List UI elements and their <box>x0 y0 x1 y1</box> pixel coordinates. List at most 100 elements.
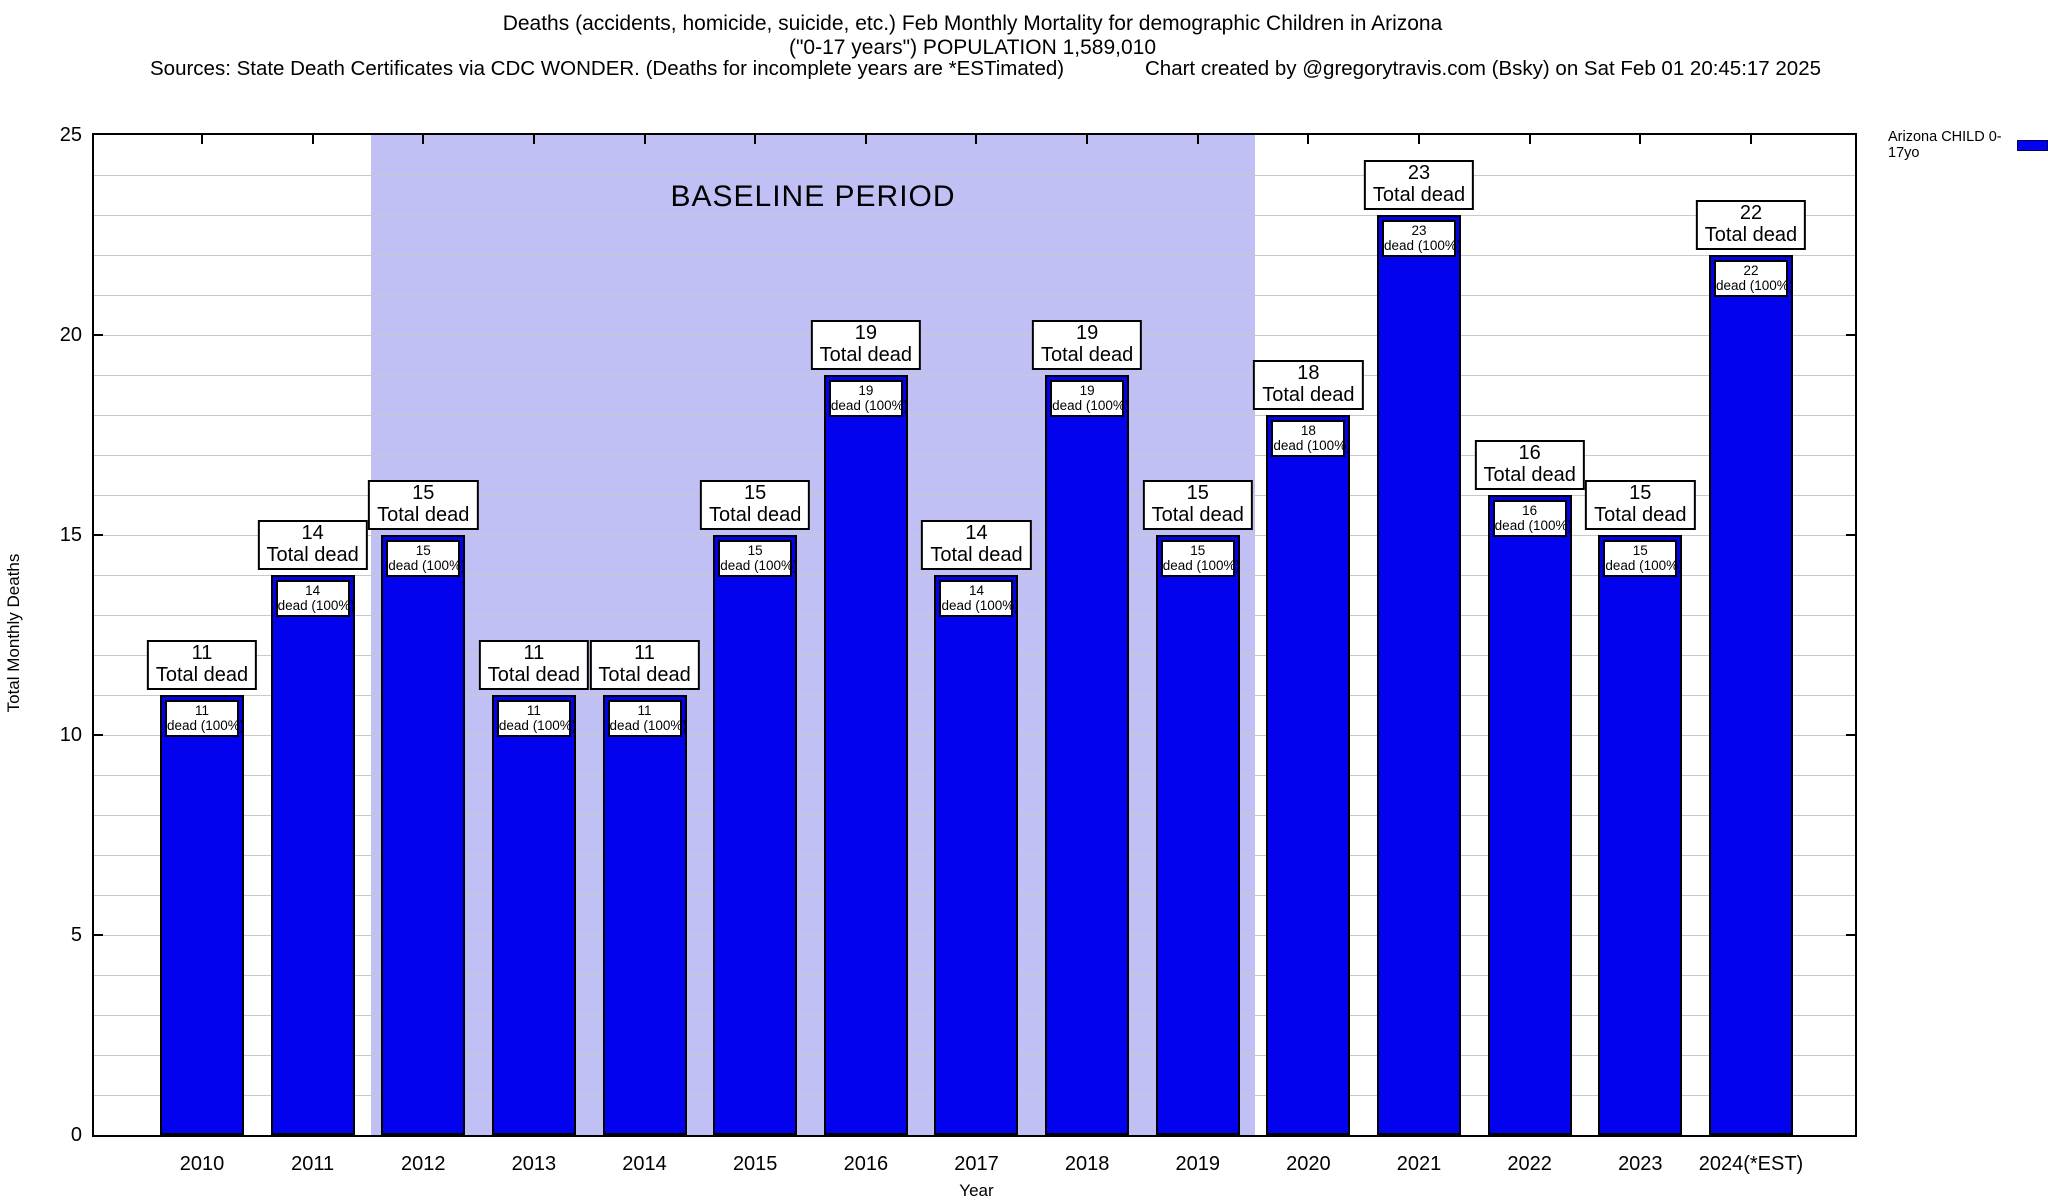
bar-outer-label-2011: 14 Total dead <box>257 520 368 570</box>
bar-outer-value-2013: 11 <box>523 642 545 664</box>
x-tick-label-2021: 2021 <box>1396 1153 1442 1175</box>
x-tick-top-2023 <box>1639 135 1642 144</box>
x-tick-label-2010: 2010 <box>179 1153 225 1175</box>
bar-inner-value-2017: 14 <box>968 583 984 598</box>
bar-outer-label-2020: 18 Total dead <box>1253 360 1364 410</box>
bar-outer-label-2014: 11 Total dead <box>589 640 700 690</box>
x-tick-label-2022: 2022 <box>1507 1153 1552 1175</box>
bar-outer-value-2014: 11 <box>634 642 655 664</box>
y-tick-label-25: 25 <box>59 124 82 146</box>
bar-inner-value-2014: 11 <box>637 703 652 718</box>
x-axis-title: Year <box>959 1181 994 1200</box>
bar-2016: 19 dead (100%) <box>823 375 909 1135</box>
bar-outer-text-2010: Total dead <box>155 664 249 686</box>
bar-outer-text-2021: Total dead <box>1372 184 1466 206</box>
gridline-y21 <box>94 294 1855 296</box>
bar-outer-value-2017: 14 <box>965 522 988 544</box>
plot-canvas: BASELINE PERIOD 0 5 10 15 20 25 11 dead (100%) 1… <box>60 124 1855 1200</box>
bar-2015: 15 dead (100%) <box>713 535 798 1135</box>
x-tick-top-2014 <box>643 135 646 144</box>
x-tick-top-2018 <box>1086 135 1089 144</box>
gridline-y18 <box>94 414 1855 416</box>
bar-2019: 15 dead (100%) <box>1155 535 1240 1135</box>
bar-inner-label-2016: 19 dead (100%) <box>828 380 909 417</box>
y-tick-label-15: 15 <box>59 524 82 546</box>
x-tick-label-2012: 2012 <box>401 1153 446 1175</box>
y-tick-label-5: 5 <box>70 924 82 946</box>
bar-2013: 11 dead (100%) <box>491 695 577 1135</box>
y-tick-label-0: 0 <box>70 1124 82 1146</box>
x-tick-top-2015 <box>754 135 757 144</box>
plot-area: BASELINE PERIOD 0 5 10 15 20 25 11 dead (100%) 1… <box>60 124 1857 1200</box>
x-tick-top-2020 <box>1307 135 1310 144</box>
baseline-period-label: BASELINE PERIOD <box>670 180 956 213</box>
x-tick-label-2011: 2011 <box>291 1153 335 1175</box>
bar-inner-value-2010: 11 <box>194 703 209 718</box>
bar-inner-value-2018: 19 <box>1079 383 1095 398</box>
bar-inner-text-2021: dead (100%) <box>1384 238 1462 253</box>
bar-inner-label-2015: 15 dead (100%) <box>718 540 798 577</box>
gridline-y20 <box>94 334 1855 336</box>
bar-outer-text-2022: Total dead <box>1483 464 1576 486</box>
bar-inner-text-2024(*EST): dead (100%) <box>1715 278 1794 293</box>
bar-inner-label-2022: 16 dead (100%) <box>1492 500 1572 537</box>
x-tick-label-2013: 2013 <box>511 1153 557 1175</box>
bar-outer-value-2020: 18 <box>1297 362 1320 384</box>
bar-outer-label-2024(*EST): 22 Total dead <box>1695 200 1807 250</box>
bar-inner-label-2023: 15 dead (100%) <box>1603 540 1683 577</box>
gridline-y23 <box>94 214 1855 216</box>
bar-inner-label-2019: 15 dead (100%) <box>1160 540 1240 577</box>
bar-outer-label-2018: 19 Total dead <box>1031 320 1143 370</box>
bar-outer-text-2019: Total dead <box>1151 504 1244 526</box>
bar-outer-label-2021: 23 Total dead <box>1363 160 1475 210</box>
bar-inner-text-2010: dead (100%) <box>167 718 245 733</box>
y-axis-title: Total Monthly Deaths <box>4 553 23 713</box>
bar-inner-value-2013: 11 <box>526 703 541 718</box>
bar-inner-value-2024(*EST): 22 <box>1743 263 1759 278</box>
bar-outer-value-2010: 11 <box>191 642 213 664</box>
x-tick-label-2019: 2019 <box>1175 1153 1221 1175</box>
bar-outer-text-2018: Total dead <box>1040 344 1134 366</box>
bar-2020: 18 dead (100%) <box>1266 415 1351 1135</box>
y-tick-left-20 <box>94 334 103 336</box>
y-tick-right-10 <box>1846 734 1855 736</box>
bar-outer-label-2013: 11 Total dead <box>478 640 590 690</box>
bar-inner-text-2016: dead (100%) <box>830 398 909 413</box>
y-tick-right-15 <box>1846 534 1855 536</box>
bar-inner-value-2023: 15 <box>1632 543 1648 558</box>
credit-note: Chart created by @gregorytravis.com (Bsk… <box>1145 57 1822 80</box>
legend-swatch <box>2017 139 2048 151</box>
bar-2023: 15 dead (100%) <box>1598 535 1683 1135</box>
bar-outer-label-2015: 15 Total dead <box>700 480 811 530</box>
y-tick-right-5 <box>1846 934 1855 936</box>
bar-outer-value-2024(*EST): 22 <box>1739 202 1763 224</box>
bar-2010: 11 dead (100%) <box>160 695 244 1135</box>
y-tick-label-10: 10 <box>59 724 82 746</box>
x-tick-label-2024(*EST): 2024(*EST) <box>1698 1153 1804 1175</box>
bar-inner-label-2014: 11 dead (100%) <box>607 700 687 737</box>
bar-inner-text-2013: dead (100%) <box>498 718 577 733</box>
bar-inner-text-2020: dead (100%) <box>1273 438 1351 453</box>
gridline-y19 <box>94 374 1855 376</box>
bar-outer-text-2011: Total dead <box>266 544 359 566</box>
x-tick-top-2011 <box>311 135 314 144</box>
y-tick-label-20: 20 <box>59 324 82 346</box>
bar-outer-text-2012: Total dead <box>377 504 470 526</box>
bar-outer-value-2019: 15 <box>1186 482 1209 504</box>
bar-outer-value-2022: 16 <box>1518 442 1541 464</box>
y-tick-right-20 <box>1846 334 1855 336</box>
x-tick-top-2016 <box>864 135 867 144</box>
chart-title-line2: ("0-17 years") POPULATION 1,589,010 <box>788 36 1156 59</box>
bar-inner-label-2018: 19 dead (100%) <box>1050 380 1129 417</box>
sources-note: Sources: State Death Certificates via CD… <box>150 57 1065 80</box>
gridline-y16 <box>94 494 1855 496</box>
bar-outer-label-2019: 15 Total dead <box>1142 480 1253 530</box>
bar-inner-text-2022: dead (100%) <box>1494 518 1572 533</box>
x-tick-top-2010 <box>201 135 203 144</box>
x-tick-top-2022 <box>1528 135 1531 144</box>
x-tick-top-2013 <box>532 135 535 144</box>
bar-outer-value-2021: 23 <box>1407 162 1431 184</box>
bar-outer-text-2020: Total dead <box>1262 384 1355 406</box>
bar-outer-text-2013: Total dead <box>487 664 581 686</box>
bar-outer-label-2022: 16 Total dead <box>1474 440 1585 490</box>
